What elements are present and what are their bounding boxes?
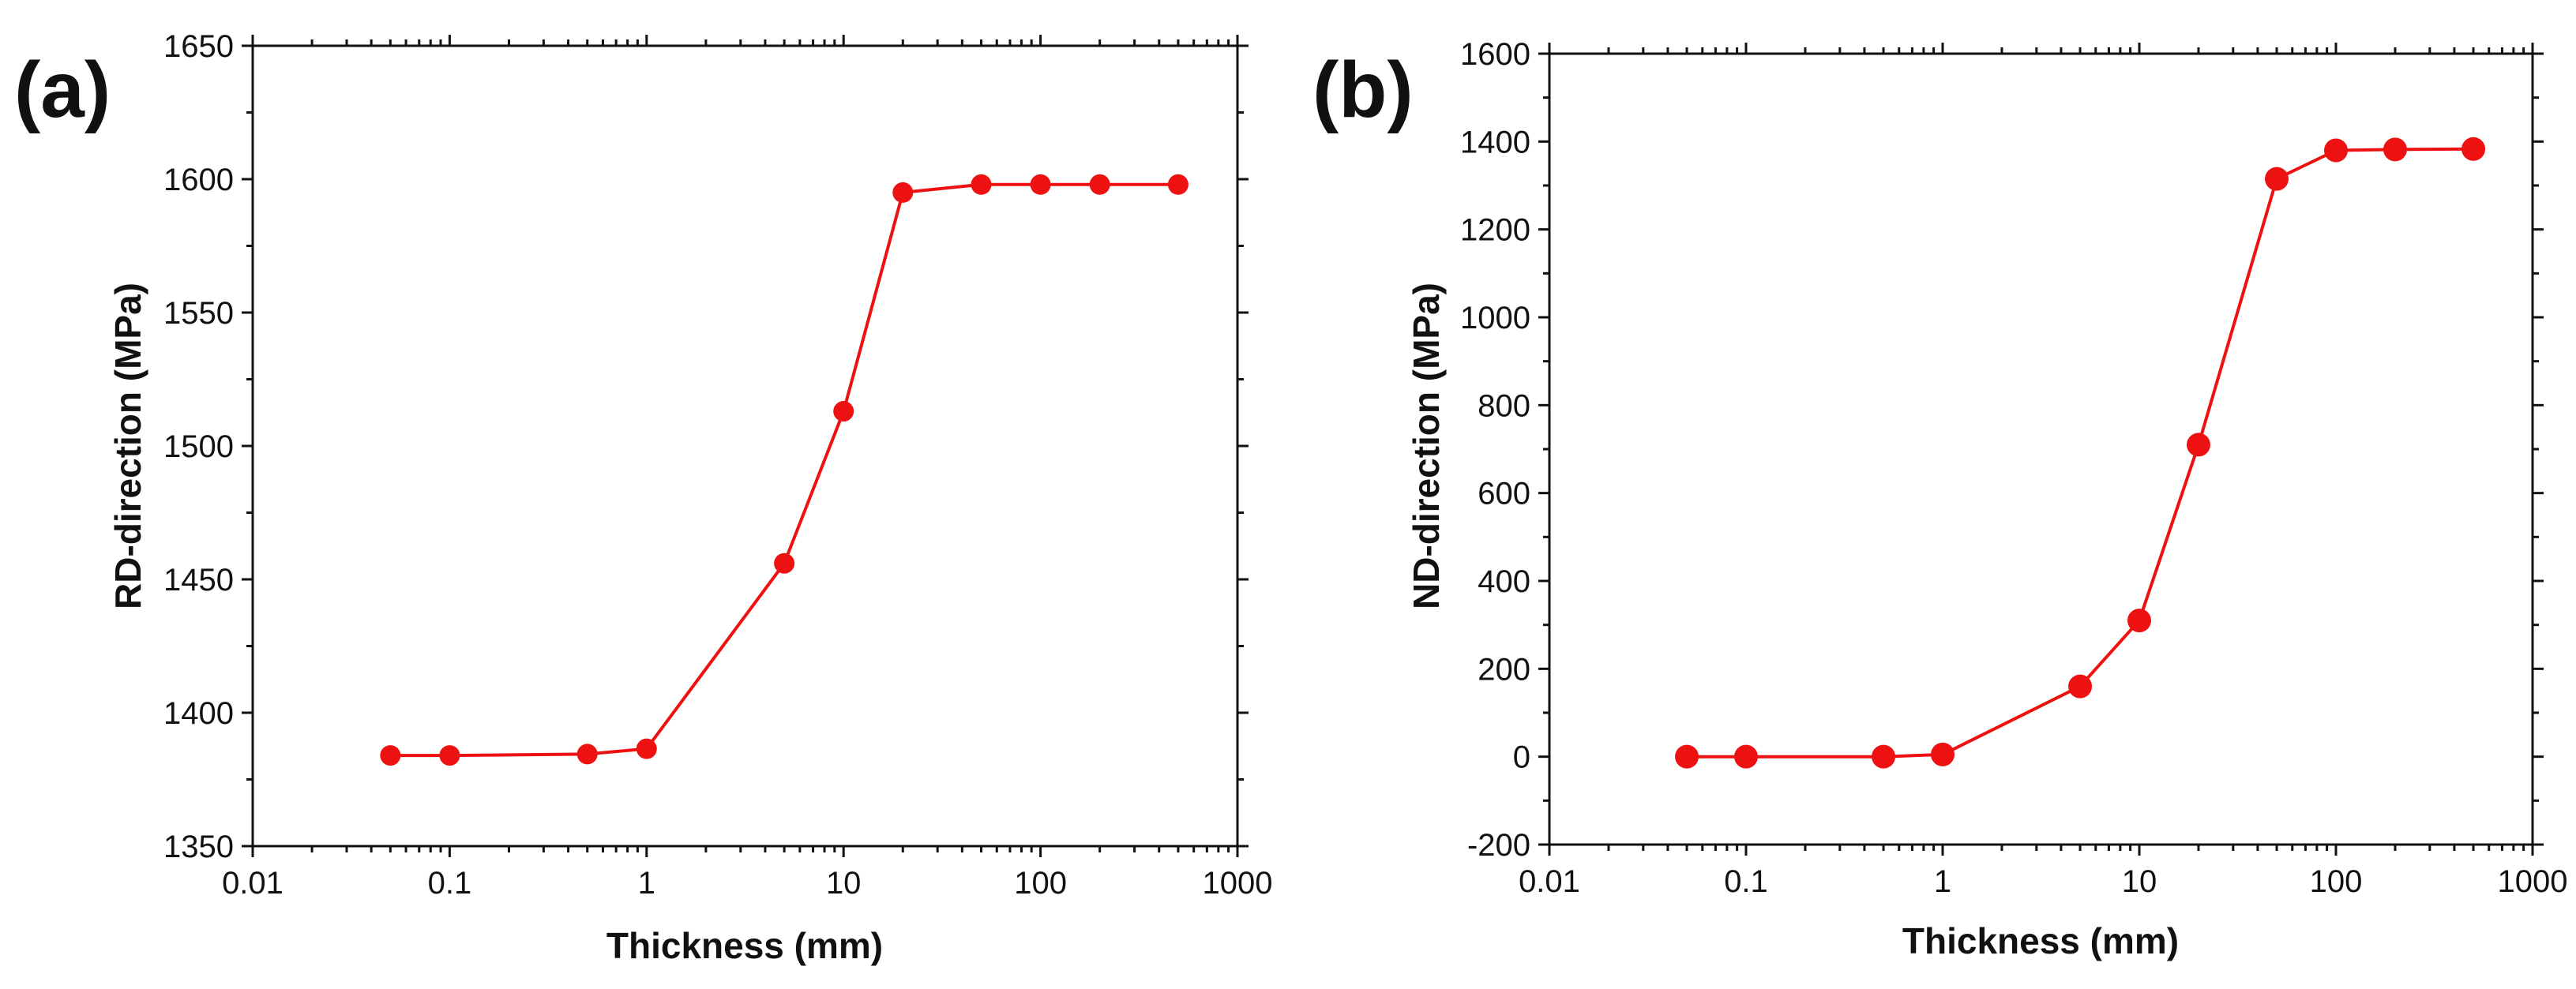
y-tick-label-b: 400 — [1478, 564, 1530, 599]
y-tick-labels-a: 1350 1400 1450 1500 1550 1600 1650 — [163, 29, 234, 864]
y-tick-label-a: 1350 — [163, 830, 234, 864]
y-axis-title-b: ND-direction (MPa) — [1406, 283, 1447, 609]
data-point-b — [1734, 744, 1758, 769]
data-point-a — [380, 745, 401, 766]
data-point-b — [2265, 167, 2289, 191]
x-tick-labels-a: 0.01 0.1 1 10 100 1000 — [222, 866, 1272, 901]
data-point-b — [2186, 433, 2210, 457]
data-point-b — [1675, 744, 1699, 769]
y-tick-label-b: 1000 — [1460, 301, 1530, 335]
data-point-b — [2324, 138, 2348, 163]
data-point-a — [774, 553, 795, 574]
y-tick-label-b: 800 — [1478, 388, 1530, 423]
x-tick-label-b: 1 — [1934, 864, 1951, 899]
tick-marks-b — [1538, 43, 2544, 856]
y-tick-label-b: -200 — [1467, 828, 1530, 863]
y-tick-label-b: 200 — [1478, 652, 1530, 687]
y-tick-label-b: 0 — [1513, 740, 1530, 775]
x-tick-label-a: 0.1 — [428, 866, 472, 901]
y-axis-title-a: RD-direction (MPa) — [107, 283, 148, 609]
y-tick-label-b: 1200 — [1460, 213, 1530, 248]
series-a — [380, 174, 1188, 766]
data-point-a — [892, 182, 914, 203]
data-point-a — [1089, 174, 1110, 195]
y-tick-label-b: 1600 — [1460, 37, 1530, 72]
chart-panel-a: (a) 0.01 0.1 1 10 100 1000 1350 1400 1450 1500 15… — [14, 29, 1272, 966]
data-point-a — [1030, 174, 1051, 195]
panel-label-b: (b) — [1312, 46, 1414, 134]
data-point-a — [1167, 174, 1188, 195]
x-tick-labels-b: 0.01 0.1 1 10 100 1000 — [1519, 864, 2567, 899]
series-line-a — [390, 182, 1178, 758]
panel-label-a: (a) — [14, 46, 111, 134]
y-tick-label-a: 1400 — [163, 696, 234, 731]
x-tick-label-b: 10 — [2122, 864, 2157, 899]
data-point-a — [439, 745, 460, 766]
data-point-a — [576, 744, 598, 765]
data-point-b — [2461, 137, 2486, 161]
x-tick-label-b: 100 — [2310, 864, 2363, 899]
x-axis-title-b: Thickness (mm) — [1902, 920, 2179, 961]
data-point-a — [971, 174, 992, 195]
data-point-a — [636, 738, 657, 759]
data-point-b — [2383, 137, 2407, 162]
y-tick-label-a: 1550 — [163, 296, 234, 331]
x-tick-label-a: 10 — [826, 866, 862, 901]
x-tick-label-a: 1000 — [1203, 866, 1273, 901]
tick-marks-a — [242, 35, 1249, 857]
data-point-b — [2127, 609, 2151, 633]
y-tick-label-b: 600 — [1478, 477, 1530, 511]
x-tick-label-a: 1 — [638, 866, 655, 901]
y-tick-label-a: 1650 — [163, 29, 234, 64]
y-tick-label-a: 1450 — [163, 563, 234, 598]
x-tick-label-b: 1000 — [2498, 864, 2568, 899]
x-tick-label-a: 100 — [1014, 866, 1067, 901]
x-tick-label-b: 0.01 — [1519, 864, 1580, 899]
x-axis-title-a: Thickness (mm) — [606, 925, 883, 966]
y-tick-label-a: 1500 — [163, 429, 234, 464]
y-tick-label-a: 1600 — [163, 163, 234, 197]
chart-panel-b: (b) 0.01 0.1 1 10 100 1000 -200 0 200 400 600 800 1… — [1312, 37, 2567, 961]
plot-frame-a — [251, 44, 1239, 848]
plot-frame-b — [1548, 52, 2534, 846]
data-point-b — [1931, 742, 1955, 766]
series-b — [1675, 137, 2486, 769]
y-tick-labels-b: -200 0 200 400 600 800 1000 1200 1400 1600 — [1460, 37, 1530, 863]
x-tick-label-a: 0.01 — [222, 866, 284, 901]
x-tick-label-b: 0.1 — [1724, 864, 1768, 899]
series-line-b — [1687, 147, 2474, 759]
data-point-b — [2068, 674, 2093, 699]
data-point-b — [1872, 744, 1896, 769]
y-tick-label-b: 1400 — [1460, 125, 1530, 159]
data-point-a — [833, 401, 854, 422]
